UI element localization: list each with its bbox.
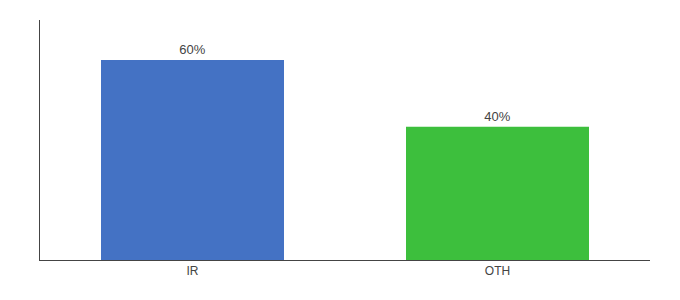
svg-text:60%: 60%	[179, 42, 205, 57]
svg-text:IR: IR	[187, 264, 199, 278]
svg-text:40%: 40%	[484, 109, 510, 124]
svg-text:OTH: OTH	[485, 264, 510, 278]
